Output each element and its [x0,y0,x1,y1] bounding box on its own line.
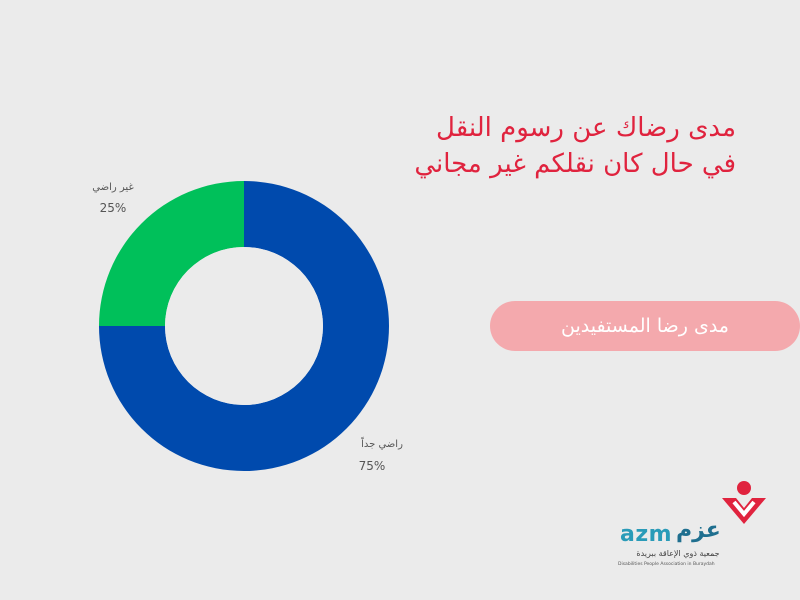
donut-slice-1 [99,181,389,471]
logo-arabic-subtitle: جمعية ذوي الإعاقة ببريدة [636,549,720,558]
logo-latin-text: azm [620,522,673,547]
logo-arabic-text: عزم [676,518,721,543]
slice-value-2: 25% [100,201,127,215]
title-line-1: مدى رضاك عن رسوم النقل [436,113,736,143]
logo-english-subtitle: Disabilities People Association in Buray… [618,562,715,567]
title-line-2: في حال كان نقلكم غير مجاني [414,149,736,179]
chart-title: مدى رضاك عن رسوم النقل في حال كان نقلكم … [316,110,736,182]
azm-logo: azm عزم جمعية ذوي الإعاقة ببريدة Disabil… [614,478,774,578]
pill-label: مدى رضا المستفيدين [560,315,729,337]
donut-slice-2 [99,181,244,326]
slice-value-1: 75% [359,459,386,473]
chart-labels: راضي جداً 75% غير راضي 25% [92,182,403,473]
slice-label-1: راضي جداً [361,436,403,450]
slice-label-2: غير راضي [92,182,133,193]
satisfaction-pill: مدى رضا المستفيدين [490,301,800,351]
heart-people-icon [722,481,766,524]
chart-slices [99,181,389,471]
donut-hole [165,247,323,405]
